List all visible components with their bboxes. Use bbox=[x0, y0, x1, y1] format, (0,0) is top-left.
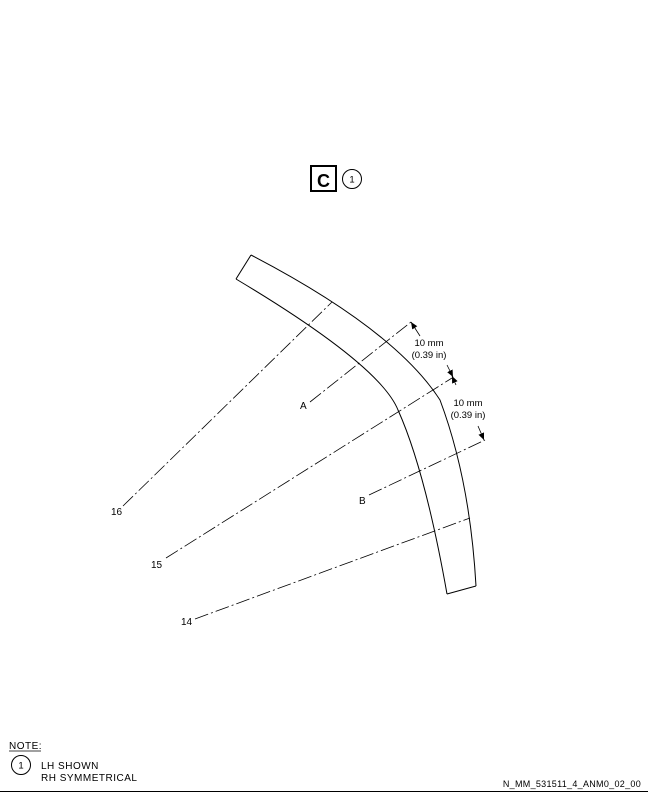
upper-dim-in: (0.39 in) bbox=[412, 350, 447, 361]
curved-strip bbox=[235, 254, 477, 595]
drawing-code: N_MM_531511_4_ANM0_02_00 bbox=[503, 779, 641, 789]
cut-b-line bbox=[368, 439, 486, 496]
lower-dimension-line bbox=[451, 375, 458, 386]
centerlines bbox=[122, 301, 486, 620]
note-ref-number: 1 bbox=[349, 175, 354, 186]
note-1-line1: LH SHOWN bbox=[41, 761, 99, 772]
view-label: C 1 bbox=[310, 165, 362, 192]
upper-dimension-line bbox=[410, 321, 421, 337]
strip-inner-edge bbox=[235, 278, 448, 595]
cut-b-label: B bbox=[359, 496, 366, 507]
dimensions bbox=[410, 321, 485, 441]
notes-heading: NOTE: bbox=[9, 741, 42, 752]
upper-dimension-line-lower bbox=[446, 364, 454, 378]
note-1-line2: RH SYMMETRICAL bbox=[41, 773, 137, 784]
notes-block: NOTE: 1 LH SHOWN RH SYMMETRICAL bbox=[9, 741, 137, 784]
cut-a-line bbox=[309, 321, 412, 403]
station-14-line bbox=[194, 517, 471, 620]
station-14-label: 14 bbox=[181, 617, 193, 628]
station-16-label: 16 bbox=[111, 507, 123, 518]
station-16-line bbox=[122, 301, 333, 507]
strip-outer-edge bbox=[250, 254, 477, 587]
view-label-box bbox=[310, 165, 337, 192]
note-1-number: 1 bbox=[18, 761, 23, 772]
station-15-label: 15 bbox=[151, 560, 163, 571]
station-15-line bbox=[165, 377, 453, 559]
lower-dim-mm: 10 mm bbox=[453, 398, 482, 409]
lower-dimension-line-lower bbox=[477, 425, 485, 441]
view-label-letter: C bbox=[317, 171, 330, 191]
note-1-circle bbox=[11, 755, 31, 775]
strip-top-end bbox=[235, 254, 252, 280]
cut-a-label: A bbox=[300, 401, 307, 412]
lower-dim-in: (0.39 in) bbox=[451, 410, 486, 421]
upper-dim-mm: 10 mm bbox=[414, 338, 443, 349]
note-ref-circle bbox=[342, 169, 362, 189]
strip-bottom-end bbox=[446, 585, 477, 595]
